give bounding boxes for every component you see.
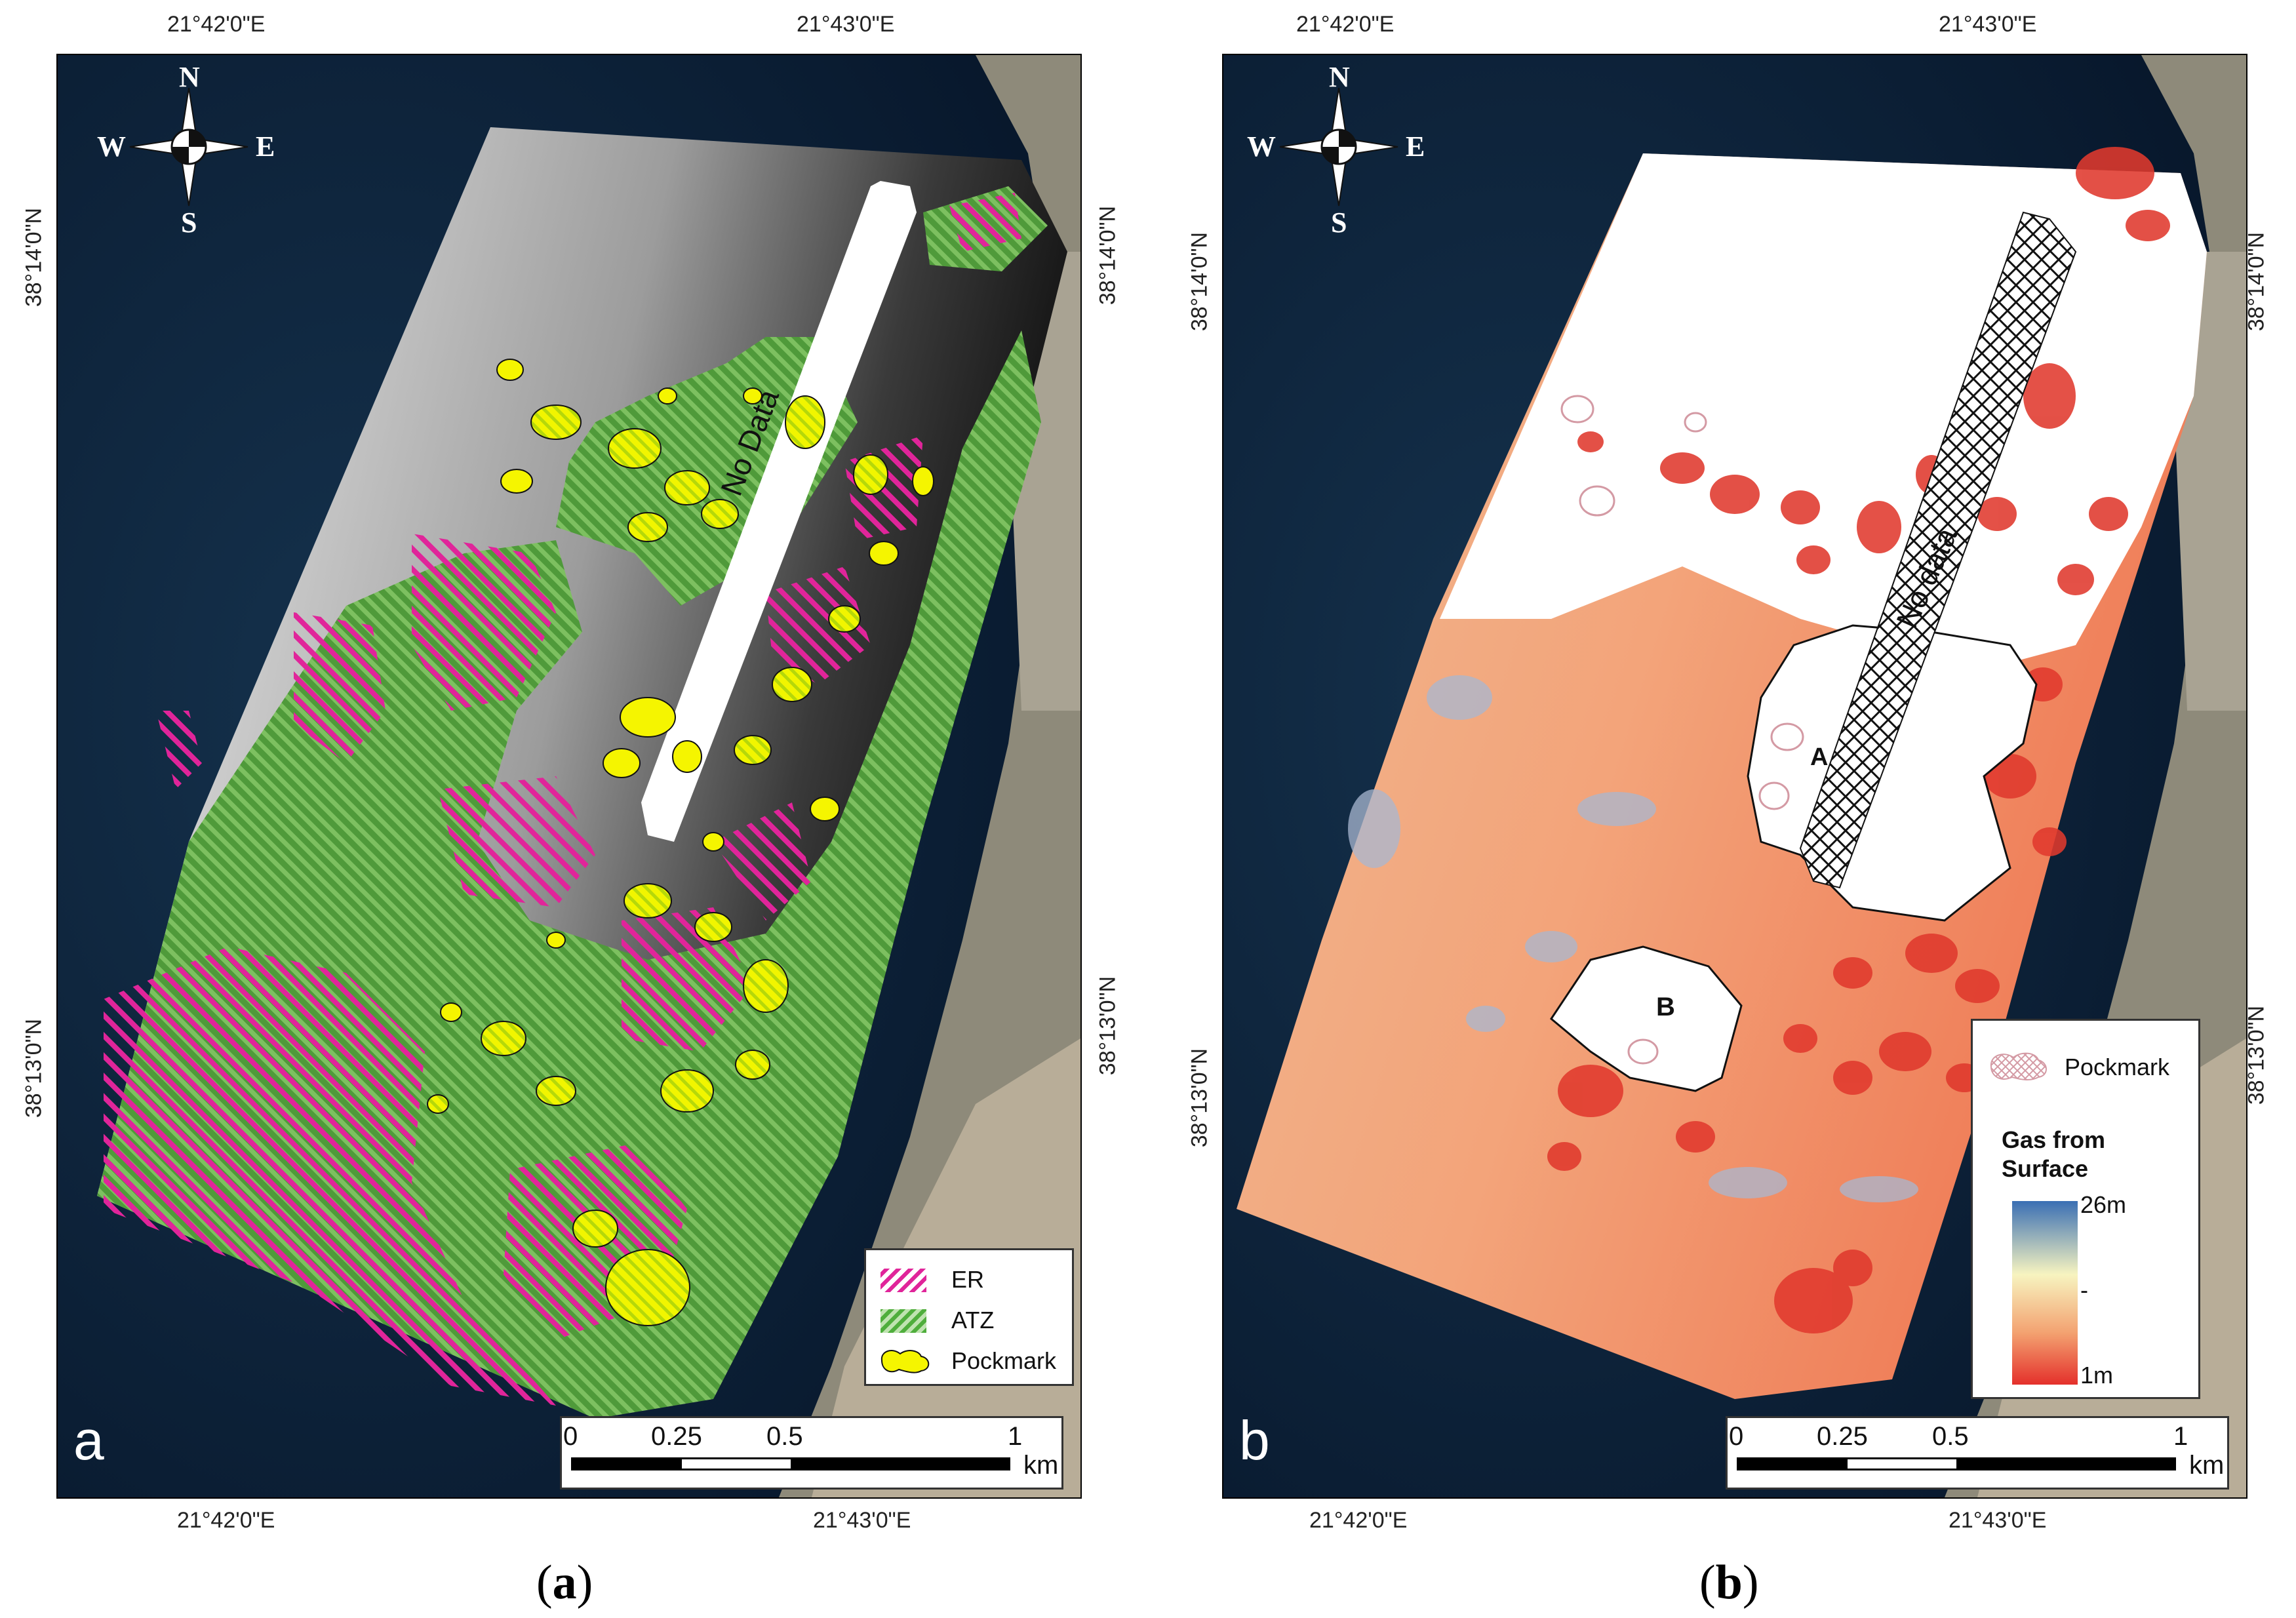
compass-w: W [1247, 130, 1276, 163]
legend-ramp-title: Gas from Surface [2002, 1126, 2106, 1182]
compass-s: S [1331, 207, 1347, 239]
left-lat-label-2: 38°13'0"N [1187, 1048, 1212, 1148]
panel-b: 21°42'0"E 21°43'0"E 21°42'0"E 21°43'0"E … [1149, 0, 2296, 1618]
bottom-lon-label-1: 21°42'0"E [177, 1508, 275, 1533]
scale-tick-0: 0 [1729, 1422, 1744, 1451]
panel-letter-b: b [1239, 1410, 1270, 1471]
right-lat-label-1: 38°14'0"N [1095, 205, 1120, 306]
legend-atz-swatch [881, 1309, 926, 1333]
map-frame-a: No Data N S W E a ER ATZ [56, 54, 1082, 1499]
left-lat-label-2: 38°13'0"N [21, 1018, 47, 1118]
legend-ramp-bottom: 1m [2080, 1362, 2114, 1389]
right-lat-label-1: 38°14'0"N [2244, 231, 2269, 332]
area-label-a: A [1810, 743, 1829, 771]
bottom-lon-label-2: 21°43'0"E [1949, 1508, 2047, 1533]
bottom-lon-label-1: 21°42'0"E [1309, 1508, 1408, 1533]
map-frame-b: No data A B N S W E b [1222, 54, 2247, 1499]
scale-tick-05: 0.5 [1932, 1422, 1969, 1451]
scale-tick-1: 1 [2173, 1422, 2188, 1451]
bottom-lon-label-2: 21°43'0"E [813, 1508, 911, 1533]
area-label-b: B [1656, 993, 1675, 1021]
scale-bar-a: 0 0.25 0.5 1 km [560, 1416, 1063, 1490]
top-lon-label-1: 21°42'0"E [167, 12, 266, 37]
legend-pockmark-label: Pockmark [951, 1347, 1057, 1374]
scale-bar-b: 0 0.25 0.5 1 km [1726, 1416, 2229, 1490]
legend-a: ER ATZ Pockmark [864, 1248, 1074, 1386]
caption-b: (b) [1699, 1556, 1759, 1609]
legend-ramp-mid: - [2080, 1276, 2088, 1303]
caption-a: (a) [536, 1556, 593, 1609]
legend-er-label: ER [951, 1266, 985, 1293]
scale-tick-025: 0.25 [1817, 1422, 1868, 1451]
legend-atz-label: ATZ [951, 1307, 995, 1333]
legend-color-ramp [2012, 1201, 2078, 1385]
top-lon-label-1: 21°42'0"E [1296, 12, 1395, 37]
compass-rose: N S W E [97, 61, 275, 239]
top-lon-label-2: 21°43'0"E [797, 12, 895, 37]
scale-tick-05: 0.5 [766, 1422, 803, 1451]
compass-n: N [179, 61, 200, 93]
scale-tick-0: 0 [563, 1422, 578, 1451]
compass-icon [1279, 87, 1398, 207]
legend-er-swatch [881, 1269, 926, 1292]
scale-tick-025: 0.25 [651, 1422, 702, 1451]
compass-n: N [1329, 61, 1350, 93]
scale-bar-graphic [571, 1457, 1010, 1470]
right-lat-label-2: 38°13'0"N [1095, 976, 1120, 1076]
panel-letter-a: a [73, 1410, 104, 1471]
scale-bar-graphic [1737, 1457, 2176, 1470]
compass-e: E [1406, 130, 1425, 163]
legend-ramp-top: 26m [2080, 1191, 2127, 1218]
compass-s: S [181, 207, 197, 239]
compass-rose: N S W E [1247, 61, 1425, 239]
compass-w: W [97, 130, 126, 163]
top-lon-label-2: 21°43'0"E [1939, 12, 2037, 37]
right-lat-label-2: 38°13'0"N [2244, 1005, 2269, 1105]
scale-unit: km [2189, 1451, 2225, 1480]
panel-a: 21°42'0"E 21°43'0"E 21°42'0"E 21°43'0"E … [0, 0, 1147, 1618]
scale-tick-1: 1 [1008, 1422, 1023, 1451]
compass-e: E [256, 130, 275, 163]
legend-pockmark-swatch [881, 1350, 930, 1373]
left-lat-label-1: 38°14'0"N [21, 207, 47, 307]
legend-b: Pockmark Gas from Surface 26m - 1m [1971, 1019, 2200, 1399]
legend-pockmark-label: Pockmark [2065, 1054, 2170, 1080]
left-lat-label-1: 38°14'0"N [1187, 231, 1212, 332]
scale-unit: km [1023, 1451, 1059, 1480]
legend-pockmark-swatch [1990, 1052, 2047, 1081]
compass-icon [129, 87, 248, 207]
